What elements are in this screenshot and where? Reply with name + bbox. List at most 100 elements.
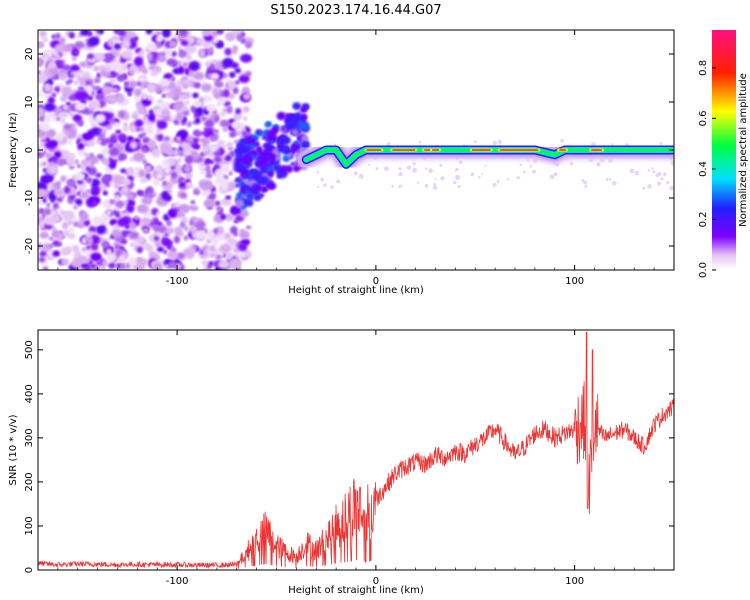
noise-blob (178, 46, 183, 52)
faint-dot (384, 166, 389, 172)
transition-blob (293, 140, 300, 146)
noise-blob (226, 141, 234, 150)
noise-blob (219, 244, 232, 254)
noise-blob (189, 61, 200, 71)
transition-blob (253, 193, 262, 202)
noise-blob (38, 72, 49, 83)
noise-blob (204, 60, 211, 67)
noise-blob (78, 71, 85, 78)
noise-blob (43, 36, 49, 43)
noise-blob (106, 248, 112, 255)
faint-dot (611, 181, 617, 186)
noise-blob (83, 71, 91, 79)
faint-dot (496, 180, 500, 184)
faint-dot (353, 171, 358, 176)
noise-blob (225, 78, 231, 83)
noise-blob (53, 151, 62, 159)
noise-blob (145, 30, 153, 35)
noise-blob (166, 227, 175, 235)
noise-blob (138, 49, 145, 57)
noise-blob (39, 122, 50, 132)
noise-blob (76, 191, 81, 196)
noise-blob (104, 66, 111, 73)
noise-blob (48, 61, 56, 69)
noise-blob (108, 142, 114, 149)
noise-blob (101, 259, 108, 267)
noise-blob (38, 59, 43, 67)
noise-blob (143, 228, 149, 234)
noise-blob (183, 225, 189, 232)
noise-blob (203, 199, 216, 208)
transition-blob (258, 131, 263, 136)
noise-blob (61, 85, 72, 96)
transition-blob (287, 152, 292, 158)
noise-blob (235, 80, 240, 85)
noise-blob (72, 114, 82, 122)
transition-blob (234, 199, 245, 208)
noise-blob (144, 165, 153, 172)
noise-blob (129, 231, 140, 239)
noise-blob (89, 152, 94, 158)
noise-blob (225, 32, 235, 40)
noise-blob (198, 48, 207, 59)
noise-blob (61, 221, 69, 230)
noise-blob (79, 79, 86, 87)
noise-blob (241, 128, 247, 133)
noise-blob (96, 153, 104, 160)
noise-blob (136, 257, 148, 267)
noise-blob (105, 237, 112, 243)
noise-blob (65, 80, 71, 85)
transition-blob (276, 174, 282, 179)
noise-blob (155, 165, 164, 173)
noise-blob (139, 222, 144, 228)
noise-blob (60, 118, 66, 124)
noise-blob (214, 200, 221, 206)
transition-blob (239, 137, 248, 146)
noise-blob (231, 45, 238, 52)
snr-ytick-label: 100 (24, 516, 35, 535)
transition-blob (301, 140, 311, 149)
noise-blob (184, 155, 194, 165)
noise-blob (184, 145, 193, 154)
transition-blob (239, 187, 247, 194)
noise-blob (95, 93, 106, 102)
noise-blob (223, 73, 228, 79)
noise-blob (56, 207, 63, 213)
noise-blob (233, 139, 240, 144)
noise-blob (239, 53, 253, 63)
noise-blob (159, 78, 171, 87)
faint-dot (529, 164, 533, 168)
transition-blob (277, 146, 285, 153)
colorbar-tick-label: 0.0 (698, 262, 709, 278)
noise-blob (224, 213, 235, 222)
noise-blob (143, 125, 155, 135)
noise-blob (220, 197, 232, 206)
noise-blob (151, 147, 161, 158)
noise-blob (180, 192, 188, 199)
noise-blob (93, 77, 101, 84)
noise-blob (133, 110, 138, 116)
noise-blob (85, 177, 93, 183)
noise-blob (38, 256, 46, 263)
faint-dot (330, 185, 334, 189)
noise-blob (73, 221, 79, 227)
noise-blob (54, 52, 61, 59)
spectrogram-xtick-label: 100 (565, 276, 584, 287)
transition-blob (242, 155, 253, 164)
colorbar-tick-label: 0.8 (698, 60, 709, 76)
noise-blob (201, 260, 209, 266)
noise-blob (134, 215, 139, 220)
noise-blob (175, 252, 186, 260)
noise-blob (147, 139, 157, 150)
noise-blob (136, 126, 141, 132)
noise-blob (120, 186, 129, 194)
snr-xtick-label: -100 (166, 576, 189, 587)
noise-blob (165, 220, 173, 227)
noise-blob (49, 243, 54, 249)
noise-blob (194, 229, 207, 240)
noise-blob (108, 136, 118, 144)
transition-blob (267, 171, 274, 177)
noise-blob (199, 169, 207, 175)
noise-blob (72, 244, 79, 251)
